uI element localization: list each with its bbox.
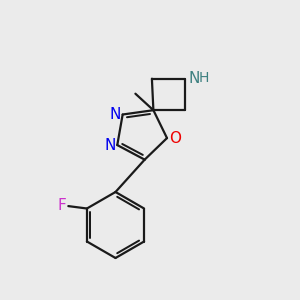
Text: O: O [169, 130, 181, 146]
Text: H: H [198, 71, 209, 85]
Text: N: N [110, 107, 121, 122]
Text: N: N [104, 138, 116, 153]
Text: N: N [189, 70, 200, 86]
Text: F: F [57, 198, 66, 213]
